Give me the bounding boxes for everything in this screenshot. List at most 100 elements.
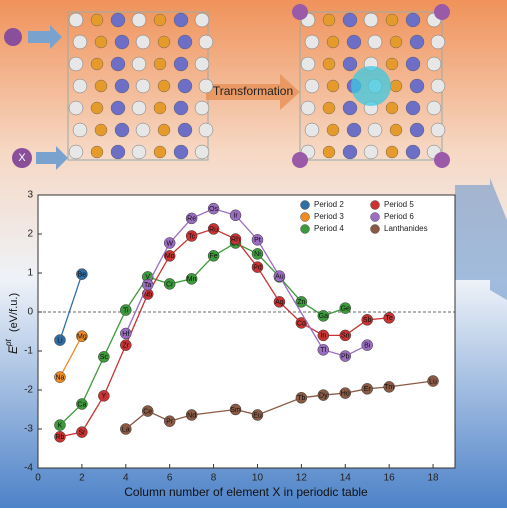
atom (94, 79, 108, 93)
atom (157, 35, 171, 49)
point-label: Ho (341, 390, 350, 397)
point-label: Lu (429, 378, 437, 385)
data-point (251, 248, 264, 260)
data-point (54, 334, 66, 346)
data-point (251, 409, 264, 421)
point-label: Y (102, 393, 107, 400)
atom (173, 12, 189, 28)
y-tick-label: -2 (24, 385, 33, 396)
atom (304, 78, 320, 94)
point-label: Mg (77, 334, 87, 341)
point-label: Nb (143, 291, 152, 298)
data-point (251, 234, 264, 246)
atom (326, 35, 340, 49)
atom (430, 78, 446, 94)
point-label: Ir (233, 213, 238, 220)
atom (135, 34, 151, 50)
atom (157, 123, 171, 137)
point-label: Sr (78, 429, 86, 436)
data-point (229, 209, 242, 222)
side-arrow (455, 178, 507, 300)
atom (157, 79, 171, 93)
atom (430, 34, 446, 50)
atom (322, 57, 336, 71)
atom (405, 144, 421, 160)
atom (68, 56, 84, 72)
point-label: Ga (319, 313, 328, 320)
legend-marker (370, 212, 380, 222)
atom (342, 56, 358, 72)
data-point (207, 223, 220, 235)
atom (405, 12, 421, 28)
point-label: Rb (55, 434, 64, 441)
data-point (229, 233, 242, 245)
data-point (273, 296, 286, 308)
point-label: Pb (341, 353, 350, 360)
atom (426, 100, 442, 116)
data-point (120, 327, 132, 340)
atom (135, 78, 151, 94)
data-point (185, 409, 198, 421)
point-label: Sc (100, 354, 109, 361)
dopant-atom (292, 152, 308, 168)
atom (367, 122, 383, 138)
data-point (54, 371, 66, 383)
atom (322, 145, 336, 159)
atom (426, 56, 442, 72)
plot-area (37, 194, 456, 469)
data-point (207, 250, 220, 262)
atom (304, 34, 320, 50)
point-label: Sn (341, 333, 350, 340)
legend-label: Period 3 (314, 212, 344, 221)
atom (153, 145, 167, 159)
data-point (383, 381, 395, 393)
point-label: Fe (209, 253, 217, 260)
data-point (185, 230, 198, 242)
atom (68, 144, 84, 160)
atom (110, 100, 126, 116)
atom (153, 101, 167, 115)
dopant-atom (292, 4, 308, 20)
data-point (98, 390, 110, 402)
y-axis-label: E pt (eV/f.u.) (4, 293, 20, 354)
x-tick-label: 4 (123, 473, 129, 484)
point-label: Nd (187, 412, 196, 419)
atom (194, 144, 210, 160)
atom (90, 57, 104, 71)
atom (114, 78, 130, 94)
point-label: Bi (364, 342, 371, 349)
atom (326, 123, 340, 137)
atom (405, 56, 421, 72)
atom (385, 101, 399, 115)
x-tick-label: 0 (35, 473, 41, 484)
point-label: Au (275, 273, 284, 280)
atom (153, 57, 167, 71)
atom (131, 144, 147, 160)
atom (173, 56, 189, 72)
transform-arrow (206, 74, 300, 110)
data-point (273, 270, 286, 282)
point-label: Mo (165, 253, 175, 260)
legend-label: Lanthanides (384, 224, 428, 233)
atom (326, 79, 340, 93)
atom (389, 79, 403, 93)
dopant-atom (4, 28, 22, 46)
atom (177, 78, 193, 94)
atom (90, 101, 104, 115)
point-label: K (58, 422, 63, 429)
atom (322, 101, 336, 115)
series-line (59, 273, 83, 341)
atom (131, 100, 147, 116)
atom (385, 57, 399, 71)
atom (114, 34, 130, 50)
arrow (36, 146, 68, 170)
atom (342, 12, 358, 28)
atom (430, 122, 446, 138)
data-point (361, 314, 373, 326)
atom (389, 35, 403, 49)
atom (68, 12, 84, 28)
point-label: Cd (297, 320, 306, 327)
point-label: Tc (188, 233, 196, 240)
dopant-label: X (18, 152, 26, 164)
dopant-atom (434, 152, 450, 168)
